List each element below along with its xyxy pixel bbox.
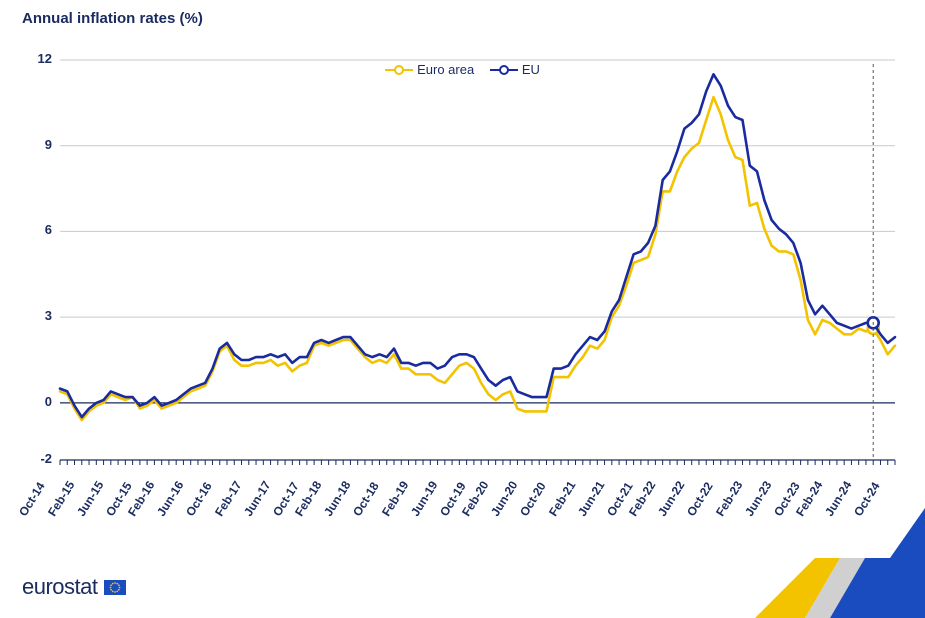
chevron-graphic: [755, 508, 925, 618]
legend-swatch-euro-area: [385, 63, 413, 77]
y-tick-label: 9: [22, 137, 52, 152]
y-tick-label: 12: [22, 51, 52, 66]
legend: Euro area EU: [0, 62, 925, 80]
legend-item-euro-area: Euro area: [385, 62, 474, 77]
y-tick-label: 0: [22, 394, 52, 409]
brand-text: eurostat: [22, 574, 98, 600]
legend-item-eu: EU: [490, 62, 540, 77]
legend-label-eu: EU: [522, 62, 540, 77]
inflation-chart: [0, 0, 925, 560]
y-tick-label: 6: [22, 222, 52, 237]
eurostat-logo: eurostat: [22, 574, 126, 600]
y-tick-label: 3: [22, 308, 52, 323]
legend-swatch-eu: [490, 63, 518, 77]
legend-label-euro-area: Euro area: [417, 62, 474, 77]
eu-flag-icon: [104, 580, 126, 595]
y-tick-label: -2: [22, 451, 52, 466]
